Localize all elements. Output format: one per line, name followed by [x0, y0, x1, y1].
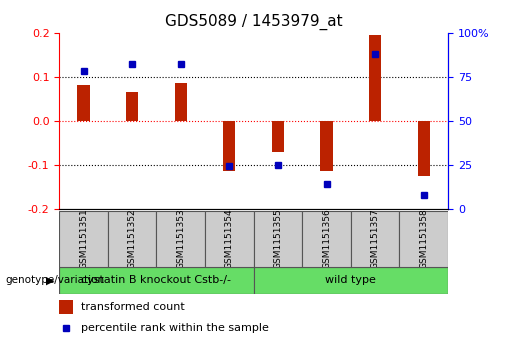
Bar	[302, 211, 351, 267]
Bar	[272, 121, 284, 151]
Bar	[108, 211, 157, 267]
Text: cystatin B knockout Cstb-/-: cystatin B knockout Cstb-/-	[81, 276, 231, 285]
Bar	[175, 83, 187, 121]
Bar	[320, 121, 333, 171]
Bar	[59, 300, 73, 314]
Text: GSM1151353: GSM1151353	[176, 208, 185, 269]
Text: GSM1151352: GSM1151352	[128, 208, 136, 269]
Text: GSM1151354: GSM1151354	[225, 208, 234, 269]
Bar	[253, 211, 302, 267]
Text: transformed count: transformed count	[81, 302, 184, 312]
Text: genotype/variation: genotype/variation	[5, 276, 104, 285]
Bar	[351, 211, 400, 267]
Text: GSM1151357: GSM1151357	[371, 208, 380, 269]
Bar	[400, 211, 448, 267]
Title: GDS5089 / 1453979_at: GDS5089 / 1453979_at	[165, 14, 342, 30]
Bar	[205, 211, 253, 267]
Bar	[369, 35, 381, 121]
Bar	[253, 267, 448, 294]
Text: ▶: ▶	[45, 276, 54, 285]
Text: GSM1151355: GSM1151355	[273, 208, 282, 269]
Text: GSM1151358: GSM1151358	[419, 208, 428, 269]
Text: wild type: wild type	[325, 276, 376, 285]
Bar	[224, 121, 235, 171]
Bar	[157, 211, 205, 267]
Text: percentile rank within the sample: percentile rank within the sample	[81, 323, 268, 333]
Text: GSM1151356: GSM1151356	[322, 208, 331, 269]
Text: GSM1151351: GSM1151351	[79, 208, 88, 269]
Bar	[77, 85, 90, 121]
Bar	[126, 92, 138, 121]
Bar	[418, 121, 430, 176]
Bar	[59, 211, 108, 267]
Bar	[59, 267, 253, 294]
